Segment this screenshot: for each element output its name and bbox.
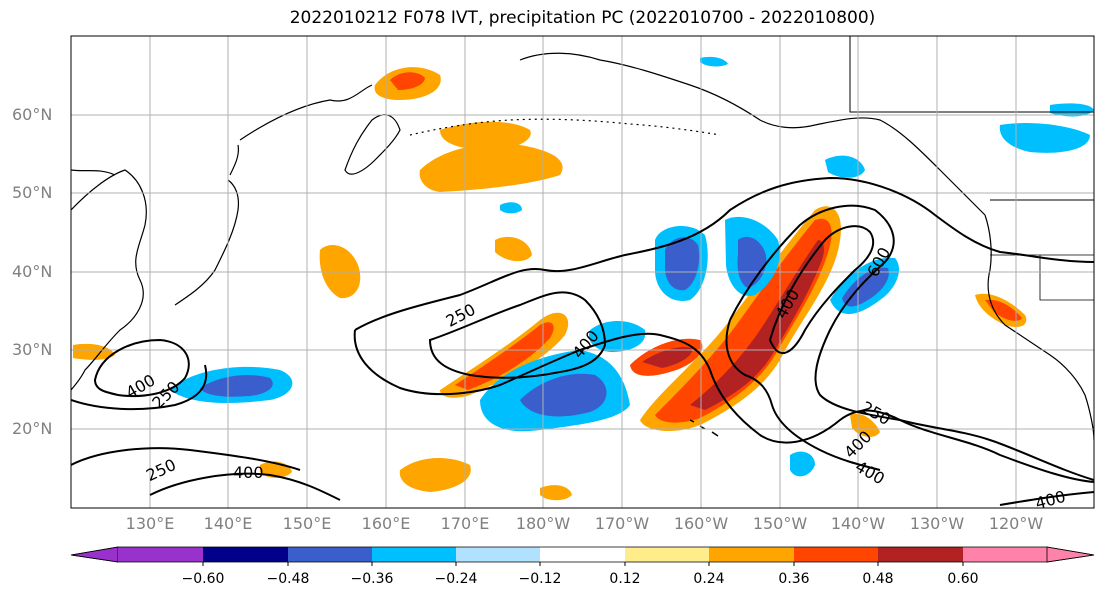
ivt-contours (71, 176, 1094, 506)
lon-label: 160°E (361, 514, 411, 533)
lat-label: 40°N (12, 262, 53, 281)
map-title: 2022010212 F078 IVT, precipitation PC (2… (289, 8, 876, 28)
coastlines (71, 36, 1094, 441)
colorbar-segment (794, 547, 878, 562)
contour-label: 400 (233, 463, 264, 482)
colorbar-segment (878, 547, 963, 562)
lat-label: 30°N (12, 340, 53, 359)
lon-label: 150°E (282, 514, 332, 533)
colorbar-tick-label: 0.36 (778, 571, 810, 587)
colorbar-segment (1046, 546, 1095, 563)
colorbar-segment (540, 547, 625, 562)
colorbar-segment (963, 547, 1047, 562)
lon-label: 140°E (203, 514, 253, 533)
colorbar-tick-label: 0.48 (862, 571, 894, 587)
colorbar-segment (625, 547, 709, 562)
lon-label: 170°W (594, 514, 650, 533)
lon-label: 130°E (125, 514, 175, 533)
lon-label: 150°W (752, 514, 808, 533)
colorbar-segment (203, 547, 288, 562)
colorbar-tick-label: 0.60 (947, 571, 979, 587)
lon-label: 170°E (440, 514, 490, 533)
colorbar-segment (372, 547, 456, 562)
colorbar (70, 546, 1095, 566)
colorbar-tick-label: −0.60 (181, 571, 225, 587)
lat-label: 20°N (12, 419, 53, 438)
lat-label: 50°N (12, 183, 53, 202)
lon-label: 120°W (988, 514, 1044, 533)
colorbar-tick-label: 0.24 (693, 571, 725, 587)
colorbar-tick-label: −0.24 (434, 571, 478, 587)
precipitation-field (73, 56, 1094, 501)
colorbar-segment (456, 547, 540, 562)
colorbar-outline (70, 546, 1095, 563)
lon-label: 140°W (830, 514, 886, 533)
lat-label: 60°N (12, 105, 53, 124)
graticule (71, 36, 1094, 508)
colorbar-tick-label: −0.36 (350, 571, 394, 587)
colorbar-segment (70, 546, 119, 563)
colorbar-segment (709, 547, 794, 562)
colorbar-tick-label: −0.48 (266, 571, 310, 587)
lon-label: 180°W (515, 514, 571, 533)
lon-label: 130°W (909, 514, 965, 533)
colorbar-segment (288, 547, 372, 562)
colorbar-segment (118, 547, 203, 562)
colorbar-tick-label: 0.12 (609, 571, 641, 587)
colorbar-tick-label: −0.12 (518, 571, 562, 587)
lon-label: 160°W (673, 514, 729, 533)
plot-frame (70, 35, 1095, 509)
